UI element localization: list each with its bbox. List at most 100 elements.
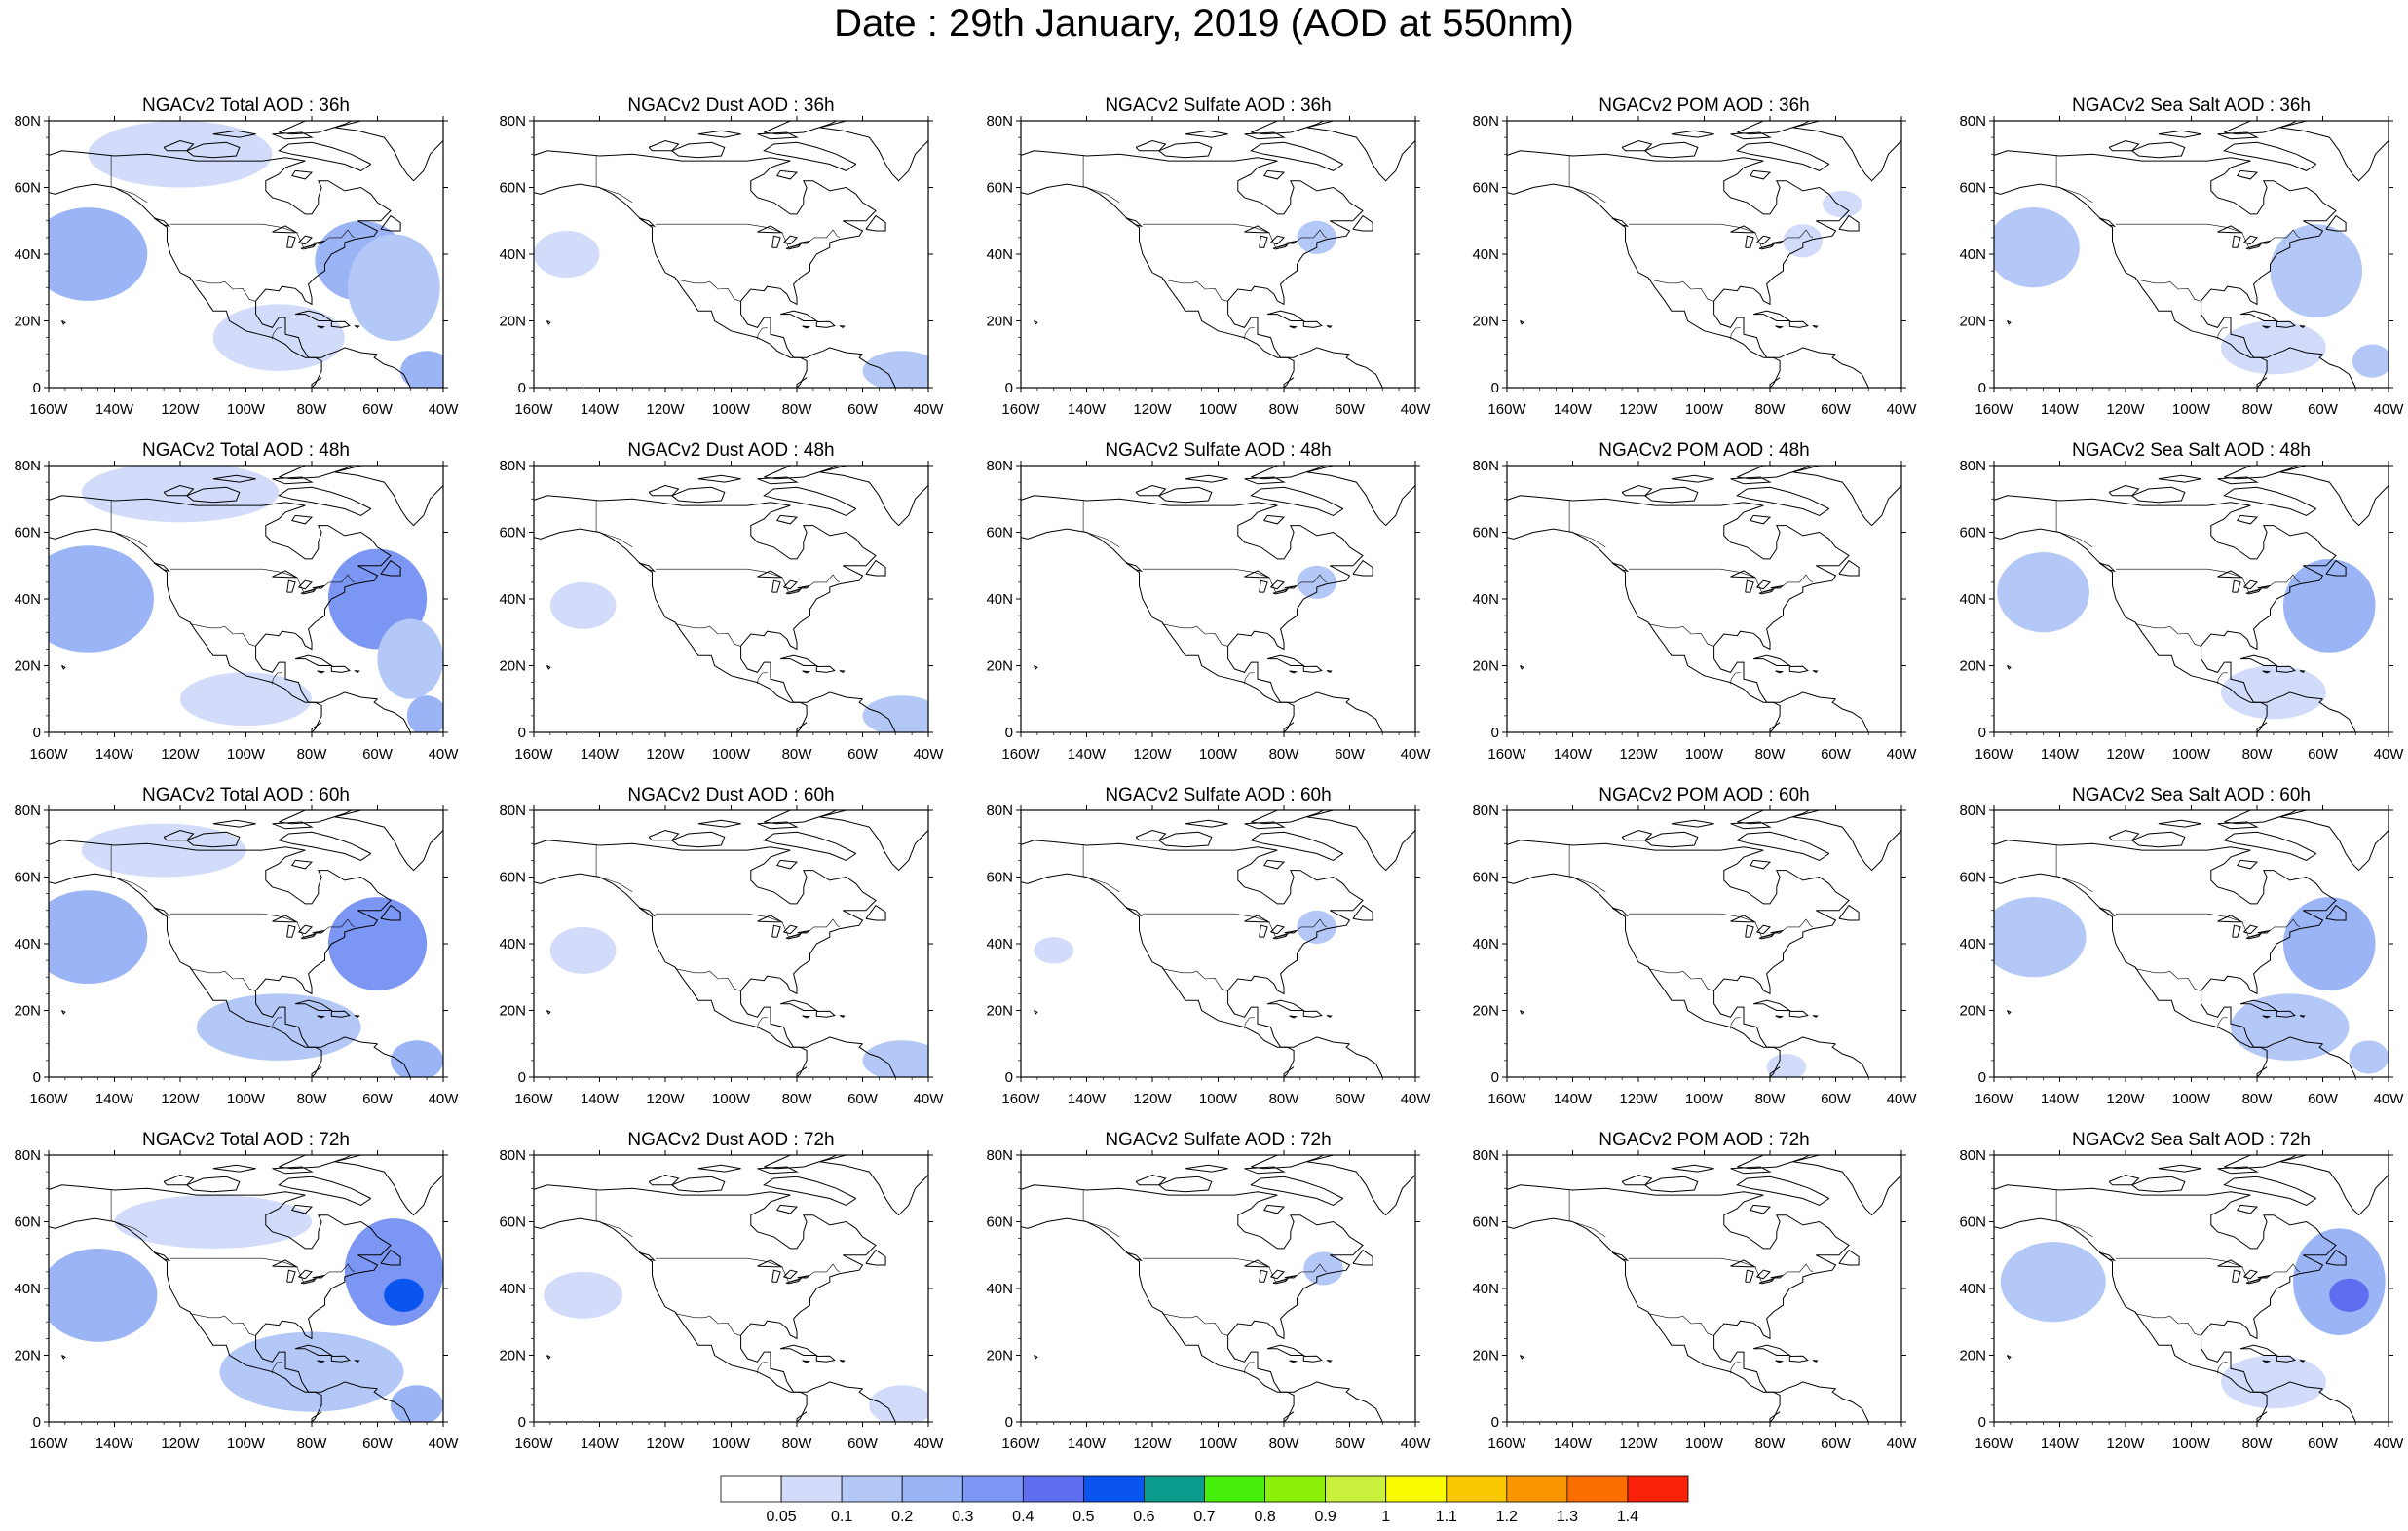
lon-tick-label: 140W: [581, 1436, 620, 1452]
lon-tick-label: 60W: [362, 1091, 394, 1107]
panel-title: NGACv2 Sea Salt AOD : 48h: [2072, 440, 2311, 461]
lat-tick-label: 40N: [1472, 246, 1499, 263]
aod-field: [49, 1195, 443, 1422]
aod-contour-fill: [1303, 1251, 1343, 1286]
lat-tick-label: 60N: [499, 525, 526, 541]
lat-tick-label: 20N: [986, 658, 1013, 675]
aod-contour-fill: [391, 1040, 443, 1077]
aod-contour-fill: [2282, 558, 2376, 653]
coastlines: [534, 1155, 928, 1422]
lat-tick-label: 40N: [14, 936, 41, 952]
colorbar-swatch: [1264, 1475, 1327, 1503]
lat-tick-label: 40N: [14, 1281, 41, 1297]
lon-tick-label: 100W: [227, 1436, 266, 1452]
lon-tick-label: 60W: [362, 401, 394, 418]
lat-tick-label: 80N: [499, 458, 526, 474]
coastlines: [1994, 121, 2389, 388]
aod-contour-fill: [2000, 1242, 2106, 1323]
lon-tick-label: 40W: [1887, 401, 1918, 418]
lon-tick-label: 80W: [782, 1091, 813, 1107]
colorbar-label: 0.05: [767, 1509, 797, 1525]
lat-tick-label: 20N: [1472, 1348, 1499, 1364]
lat-tick-label: 0: [1491, 1414, 1499, 1431]
lat-tick-label: 60N: [14, 1214, 41, 1231]
map-panel-total-60h: NGACv2 Total AOD : 60h 80N 60N 40N 20N 0 160W 1…: [14, 785, 459, 1107]
colorbar-label: 0.7: [1193, 1509, 1215, 1525]
lon-tick-label: 100W: [712, 746, 751, 763]
lat-tick-label: 40N: [986, 936, 1013, 952]
lon-tick-label: 60W: [1821, 401, 1852, 418]
map-panel-sulfate-60h: NGACv2 Sulfate AOD : 60h 80N 60N 40N 20N 0 160…: [986, 785, 1431, 1107]
aod-contour-fill: [1297, 220, 1337, 254]
panel-title: NGACv2 POM AOD : 72h: [1599, 1130, 1809, 1150]
lon-tick-label: 40W: [914, 1091, 945, 1107]
panel-title: NGACv2 Dust AOD : 36h: [627, 95, 834, 116]
lat-tick-label: 80N: [1472, 803, 1499, 819]
aod-contour-fill: [406, 695, 443, 732]
lat-tick-label: 40N: [1472, 936, 1499, 952]
lon-tick-label: 100W: [2172, 1091, 2211, 1107]
aod-contour-fill: [2220, 665, 2326, 720]
lat-tick-label: 20N: [1472, 658, 1499, 675]
panel-title: NGACv2 POM AOD : 60h: [1599, 785, 1809, 805]
lon-tick-label: 160W: [1975, 1091, 2013, 1107]
lat-tick-label: 20N: [986, 314, 1013, 330]
lat-tick-label: 20N: [499, 1003, 526, 1020]
panel-title: NGACv2 Sea Salt AOD : 72h: [2072, 1130, 2311, 1150]
figure-title: Date : 29th January, 2019 (AOD at 550nm): [834, 2, 1574, 45]
aod-contour-fill: [1994, 897, 2087, 978]
map-panel-dust-48h: NGACv2 Dust AOD : 48h 80N 60N 40N 20N 0 160W 14…: [499, 440, 944, 763]
lat-tick-label: 0: [1491, 1069, 1499, 1086]
coastlines: [1507, 121, 1901, 388]
lat-tick-label: 20N: [1472, 314, 1499, 330]
colorbar-label: 0.9: [1314, 1509, 1336, 1525]
lat-tick-label: 60N: [14, 525, 41, 541]
lon-tick-label: 160W: [514, 746, 553, 763]
aod-contour-fill: [1034, 937, 1074, 964]
lon-tick-label: 40W: [1401, 1091, 1432, 1107]
lat-tick-label: 20N: [499, 658, 526, 675]
colorbar-swatch: [780, 1475, 843, 1503]
aod-field: [1997, 552, 2376, 720]
aod-contour-fill: [544, 1271, 623, 1319]
lon-tick-label: 160W: [514, 401, 553, 418]
lat-tick-label: 60N: [986, 180, 1013, 197]
lon-tick-label: 80W: [297, 401, 328, 418]
aod-field: [49, 121, 443, 388]
lat-tick-label: 20N: [1959, 658, 1986, 675]
map-panel-dust-36h: NGACv2 Dust AOD : 36h 80N 60N 40N 20N 0 160W 14…: [499, 95, 944, 418]
lon-tick-label: 80W: [2242, 1091, 2274, 1107]
lat-tick-label: 80N: [14, 458, 41, 474]
lon-tick-label: 160W: [1001, 401, 1040, 418]
political-borders: [1568, 1189, 1814, 1374]
colorbar-swatch: [1144, 1475, 1205, 1503]
aod-contour-fill: [2282, 897, 2376, 990]
aod-field: [549, 581, 928, 732]
lat-tick-label: 60N: [499, 1214, 526, 1231]
aod-field: [1297, 565, 1337, 599]
lon-tick-label: 100W: [2172, 401, 2211, 418]
lon-tick-label: 140W: [2041, 1436, 2080, 1452]
lon-tick-label: 40W: [1401, 401, 1432, 418]
map-panel-sulfate-72h: NGACv2 Sulfate AOD : 72h 80N 60N 40N 20N 0 160…: [986, 1130, 1431, 1452]
lat-tick-label: 20N: [1959, 1348, 1986, 1364]
lat-tick-label: 0: [1005, 1414, 1013, 1431]
lon-tick-label: 120W: [646, 401, 685, 418]
lon-tick-label: 80W: [782, 401, 813, 418]
lat-tick-label: 0: [1978, 380, 1986, 396]
political-borders: [1568, 155, 1814, 340]
lat-tick-label: 20N: [14, 1348, 41, 1364]
aod-field: [549, 926, 928, 1077]
lon-tick-label: 80W: [1269, 401, 1300, 418]
political-borders: [2055, 844, 2301, 1029]
aod-contour-fill: [49, 207, 148, 301]
lon-tick-label: 40W: [914, 746, 945, 763]
aod-contour-fill: [2352, 344, 2389, 378]
lat-tick-label: 60N: [1959, 1214, 1986, 1231]
colorbar-label: 1: [1381, 1509, 1390, 1525]
lon-tick-label: 60W: [847, 746, 879, 763]
lat-tick-label: 40N: [1959, 1281, 1986, 1297]
lon-tick-label: 160W: [1487, 1091, 1526, 1107]
panel-title: NGACv2 POM AOD : 48h: [1599, 440, 1809, 461]
political-borders: [595, 500, 841, 685]
